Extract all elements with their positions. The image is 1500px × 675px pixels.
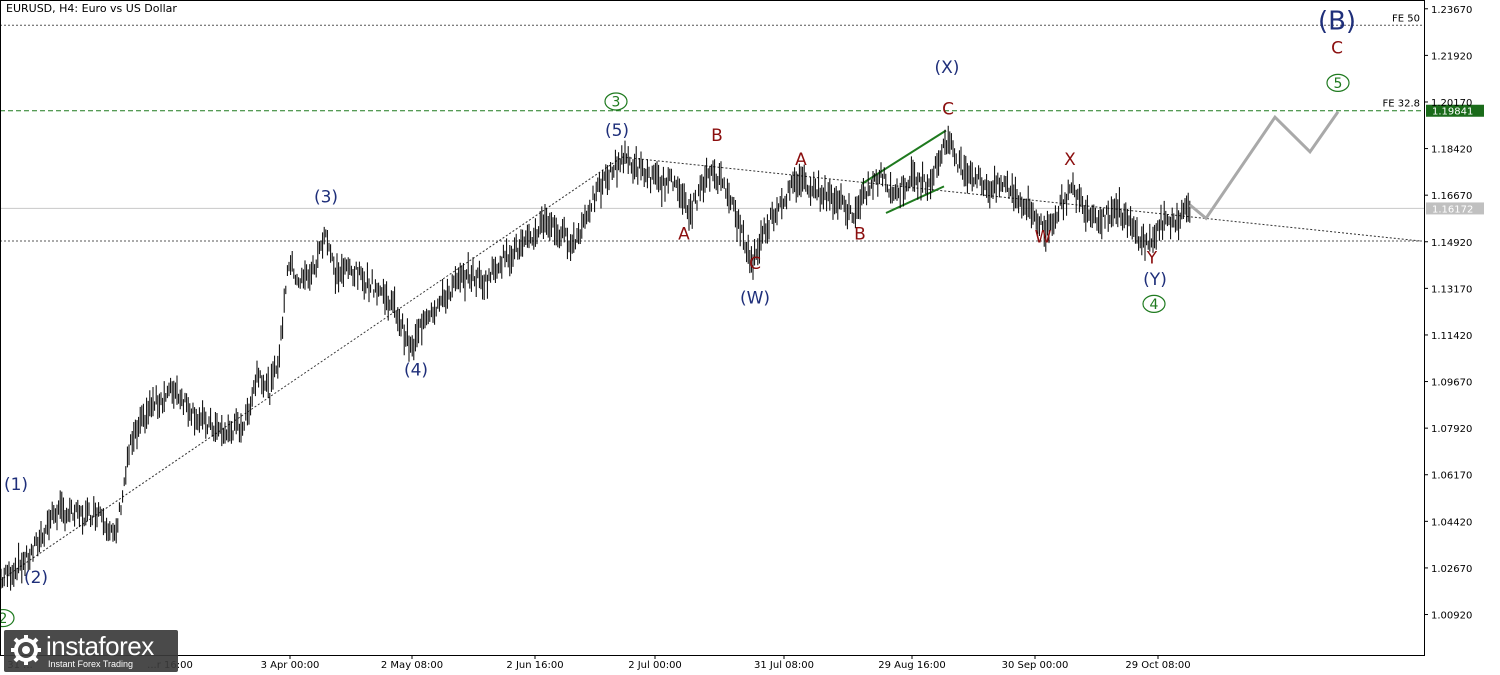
wave-circle-6 bbox=[604, 92, 628, 111]
y-tick-label-5: 1.16670 bbox=[1431, 191, 1472, 202]
y-tick-label-1: 1.23670 bbox=[1431, 5, 1472, 16]
x-tick-label-6: 29 Aug 16:00 bbox=[878, 660, 945, 671]
y-tick-label-11: 1.06170 bbox=[1431, 471, 1472, 482]
trendline-descending bbox=[621, 156, 1421, 242]
x-tick-label-7: 30 Sep 00:00 bbox=[1002, 660, 1069, 671]
wave-label-13: B bbox=[854, 225, 866, 245]
wave-label-14: C bbox=[942, 99, 954, 119]
x-tick-label-4: 2 Jul 00:00 bbox=[628, 660, 682, 671]
projection-line bbox=[1189, 110, 1340, 221]
y-tick-label-14: 1.00920 bbox=[1431, 611, 1472, 622]
x-tick-label-5: 31 Jul 08:00 bbox=[754, 660, 814, 671]
level-label-1: FE 50 bbox=[1392, 13, 1420, 24]
x-tick-label-2: 2 May 08:00 bbox=[381, 660, 443, 671]
wave-label-3: (3) bbox=[314, 187, 338, 207]
wave-label-10: C bbox=[749, 254, 761, 274]
wave-label-22: C bbox=[1331, 38, 1343, 58]
gear-logo-icon bbox=[11, 635, 41, 665]
y-tick-label-3: 1.20170 bbox=[1431, 98, 1472, 109]
brand-name: instaforex bbox=[46, 631, 154, 661]
wave-circle-23 bbox=[1326, 73, 1350, 92]
chart-levels: FE 50 FE 32.8 bbox=[0, 13, 1424, 242]
price-tag-bg-3 bbox=[1426, 202, 1484, 215]
plot-frame bbox=[0, 0, 1425, 656]
wave-label-17: X bbox=[1064, 150, 1076, 170]
wave-label-9: B bbox=[711, 126, 723, 146]
y-tick-label-7: 1.13170 bbox=[1431, 284, 1472, 295]
wave-label-19: (Y) bbox=[1143, 270, 1167, 290]
wave-label-6: 3 bbox=[612, 95, 621, 111]
wave-label-20: 4 bbox=[1150, 297, 1159, 313]
wave-label-11: (W) bbox=[740, 289, 770, 309]
y-tick-label-2: 1.21920 bbox=[1431, 51, 1472, 62]
wave-label-21: (B) bbox=[1318, 6, 1356, 36]
wave-label-8: A bbox=[678, 225, 690, 245]
instaforex-watermark: instaforex Instant Forex Trading bbox=[4, 630, 178, 672]
x-tick-label-8: 29 Oct 08:00 bbox=[1125, 660, 1190, 671]
chart-title: EURUSD, H4: Euro vs US Dollar bbox=[6, 2, 177, 15]
trendlines bbox=[0, 129, 1421, 581]
price-series bbox=[0, 125, 1191, 591]
y-tick-label-12: 1.04420 bbox=[1431, 517, 1472, 528]
y-tick-label-9: 1.09670 bbox=[1431, 378, 1472, 389]
x-tick-label-3: 2 Jun 16:00 bbox=[506, 660, 563, 671]
y-tick-label-10: 1.07920 bbox=[1431, 424, 1472, 435]
wave-label-1: (1) bbox=[4, 475, 28, 495]
wave-label-15: (X) bbox=[935, 58, 960, 78]
price-tag-2: 1.19841 bbox=[1432, 107, 1473, 118]
y-tick-label-4: 1.18420 bbox=[1431, 145, 1472, 156]
wave-circle-20 bbox=[1142, 294, 1166, 313]
brand-tagline: Instant Forex Trading bbox=[48, 659, 134, 669]
x-tick-label-1: 3 Apr 00:00 bbox=[261, 660, 320, 671]
wave-circle-7 bbox=[0, 608, 15, 628]
wave-label-12: A bbox=[795, 150, 807, 170]
price-tag-bg-2 bbox=[1426, 104, 1484, 117]
wave-label-4: (4) bbox=[404, 360, 428, 380]
wave-label-18: Y bbox=[1146, 249, 1158, 269]
y-tick-label-8: 1.11420 bbox=[1431, 331, 1472, 342]
price-bars bbox=[0, 125, 1191, 591]
y-tick-label-13: 1.02670 bbox=[1431, 564, 1472, 575]
trendline-triangle-lower bbox=[885, 185, 945, 214]
projection-path bbox=[1189, 110, 1340, 221]
wave-label-7: 2 bbox=[0, 611, 7, 627]
wave-label-23: 5 bbox=[1334, 76, 1343, 92]
y-tick-label-6: 1.14920 bbox=[1431, 238, 1472, 249]
wave-label-5: (5) bbox=[605, 121, 629, 141]
wave-label-2: (2) bbox=[24, 568, 48, 588]
wave-labels: (1)(2)(3)(4)(5)32ABC(W)ABC(X)WXY(Y)4(B)C… bbox=[0, 6, 1356, 628]
level-label-2: FE 32.8 bbox=[1382, 99, 1420, 110]
wave-label-16: W bbox=[1035, 227, 1052, 247]
price-tag-3: 1.16172 bbox=[1432, 204, 1473, 215]
